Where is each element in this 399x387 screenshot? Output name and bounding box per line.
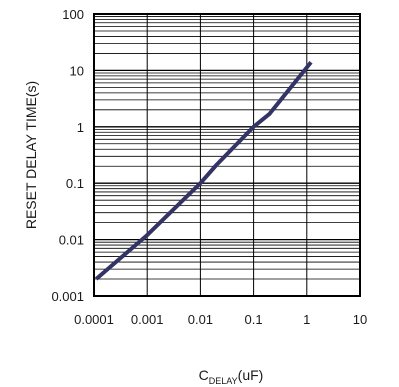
x-axis-label: CDELAY(uF) [199,367,264,386]
data-layer [94,60,313,281]
x-axis-label-base: C [199,367,209,383]
x-tick-label: 0.001 [131,312,164,327]
y-tick-label: 0.001 [51,289,84,304]
x-tick-labels: 0.0001 0.001 0.01 0.1 1 10 [74,312,367,327]
y-tick-label: 100 [62,7,84,22]
plot-frame [93,13,361,297]
x-axis-label-subscript: DELAY [209,376,238,386]
y-tick-labels: 0.001 0.01 0.1 1 10 100 [51,7,84,304]
x-tick-label: 0.0001 [74,312,114,327]
x-tick-label: 0.01 [188,312,213,327]
x-axis-label-suffix: (uF) [238,367,264,383]
y-tick-label: 1 [77,120,84,135]
series-line [94,60,313,281]
y-tick-label: 10 [70,63,84,78]
y-axis-label: RESET DELAY TIME(s) [23,81,39,229]
x-tick-label: 0.1 [245,312,263,327]
x-tick-label: 1 [303,312,310,327]
y-tick-label: 0.1 [66,176,84,191]
x-tick-label: 10 [353,312,367,327]
y-tick-label: 0.01 [59,233,84,248]
